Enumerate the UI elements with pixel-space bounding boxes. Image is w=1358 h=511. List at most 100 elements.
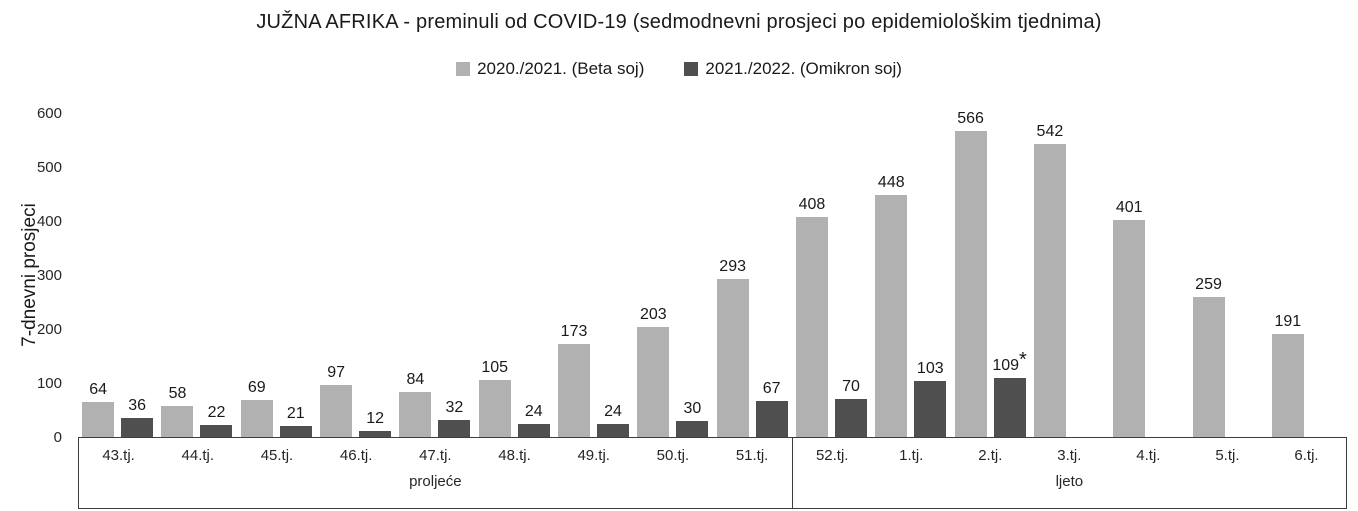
- category-cell: 401: [1109, 113, 1188, 437]
- bar-value-label: 566: [957, 110, 984, 128]
- category-cell: 64 36: [78, 113, 157, 437]
- y-tick-label: 300: [36, 267, 62, 284]
- bar: [954, 131, 987, 437]
- bar-value-label: 105: [481, 359, 509, 377]
- bar: [875, 195, 908, 437]
- bar-group: 30: [676, 399, 709, 437]
- bar-value-label: 259: [1195, 276, 1222, 294]
- legend-item-beta: 2020./2021. (Beta soj): [456, 59, 644, 79]
- bar-value-label: 32: [445, 398, 464, 416]
- x-tick-label: 4.tj.: [1136, 447, 1161, 464]
- y-tick-label: 0: [53, 429, 62, 446]
- bar-value-label: 103: [916, 360, 944, 378]
- bar-value-label: 64: [89, 381, 108, 399]
- bar: [121, 417, 154, 437]
- bar-group: 32: [438, 398, 471, 437]
- bar-group: 84: [399, 370, 432, 437]
- category-cell: 84 32: [395, 113, 474, 437]
- category-cell: 566 109*: [950, 110, 1029, 437]
- category-cell: 408 70: [792, 113, 871, 437]
- bar: [914, 381, 947, 437]
- bar: [1271, 333, 1304, 437]
- bar-group: 401: [1113, 198, 1146, 437]
- bar-group: 24: [597, 402, 630, 437]
- bar-value-label: 36: [128, 396, 147, 414]
- weeks-row: 52.tj. 1.tj. 2.tj. 3.tj. 4.tj. 5.tj. 6.tj.: [793, 438, 1346, 464]
- bar-value-label: 448: [877, 174, 905, 192]
- season-label: proljeće: [409, 473, 462, 490]
- x-tick-label: 47.tj.: [419, 447, 452, 464]
- bar-value-label: 97: [327, 363, 345, 381]
- bar: [637, 327, 670, 437]
- category-cell: 259: [1188, 113, 1267, 437]
- bar-value-label: 408: [798, 195, 826, 213]
- bar-group: 24: [517, 402, 550, 437]
- bar: [1113, 220, 1146, 437]
- bar-group: 105: [478, 358, 511, 437]
- legend: 2020./2021. (Beta soj) 2021./2022. (Omik…: [0, 59, 1358, 79]
- bar-group: 97: [320, 363, 353, 437]
- bar-group: 70: [834, 377, 867, 437]
- bar-value-label: 542: [1036, 123, 1064, 141]
- category-cell: 69 21: [237, 113, 316, 437]
- bar: [399, 391, 432, 437]
- bar-value-label: 58: [168, 384, 187, 402]
- legend-label-beta: 2020./2021. (Beta soj): [477, 59, 645, 78]
- bar-group: 173: [558, 322, 591, 437]
- plot-area: 64 36 58 22 69 21 97 12 84 32 105 24 173 24 203 30 293 67…: [78, 110, 1347, 437]
- bar: [993, 378, 1026, 437]
- category-cell: 58 22: [157, 113, 236, 437]
- y-tick-label: 400: [36, 213, 62, 230]
- legend-swatch-beta-icon: [456, 62, 471, 76]
- y-tick-label: 100: [36, 375, 62, 392]
- bar-group: 203: [637, 305, 670, 437]
- bar: [676, 420, 709, 437]
- bar-value-label: 67: [762, 379, 781, 397]
- x-tick-label: 49.tj.: [577, 447, 610, 464]
- bar-group: 64: [82, 380, 115, 437]
- x-tick-label: 44.tj.: [181, 447, 215, 464]
- x-tick-label: 43.tj.: [102, 447, 135, 464]
- bar-value-label: 401: [1115, 199, 1143, 217]
- bar: [82, 402, 115, 437]
- bar: [240, 399, 273, 437]
- bar: [558, 343, 591, 437]
- value-annotation: *: [1019, 349, 1027, 372]
- bar: [597, 424, 630, 437]
- bar-group: 259: [1192, 275, 1225, 437]
- x-tick-label: 51.tj.: [735, 447, 769, 464]
- bar: [716, 278, 749, 437]
- category-cell: 542: [1030, 113, 1109, 437]
- legend-label-omikron: 2021./2022. (Omikron soj): [705, 59, 902, 78]
- x-tick-label: 5.tj.: [1215, 447, 1240, 464]
- x-tick-label: 52.tj.: [815, 447, 849, 464]
- bar: [1192, 297, 1225, 437]
- bar: [438, 419, 471, 437]
- category-cell: 203 30: [633, 113, 712, 437]
- bar: [755, 400, 788, 437]
- bar: [161, 405, 194, 437]
- x-tick-label: 46.tj.: [339, 447, 373, 464]
- bar-value-label: 22: [207, 404, 226, 422]
- bar-group: 191: [1271, 312, 1304, 437]
- bar-group: 103: [914, 359, 947, 437]
- season-group: 43.tj. 44.tj. 45.tj. 46.tj. 47.tj. 48.tj. 49.t…: [79, 438, 792, 508]
- y-tick-label: 600: [36, 105, 62, 122]
- bar-group: 448: [875, 173, 908, 437]
- y-tick-label: 200: [36, 321, 62, 338]
- category-cell: 97 12: [316, 113, 395, 437]
- category-cell: 191: [1268, 113, 1347, 437]
- bar-group: 36: [121, 396, 154, 437]
- bar-group: 58: [161, 384, 194, 437]
- bar-group: 109*: [992, 349, 1027, 437]
- x-tick-label: 48.tj.: [498, 447, 531, 464]
- x-tick-label: 3.tj.: [1057, 447, 1082, 464]
- x-tick-label: 1.tj.: [899, 447, 924, 464]
- bar: [200, 425, 233, 437]
- bar-group: 542: [1033, 122, 1066, 437]
- weeks-row: 43.tj. 44.tj. 45.tj. 46.tj. 47.tj. 48.tj. 49.t…: [79, 438, 792, 464]
- bar-value-label: 24: [604, 403, 622, 421]
- bar-value-label: 173: [560, 322, 588, 340]
- bar-value-label: 109*: [992, 349, 1027, 375]
